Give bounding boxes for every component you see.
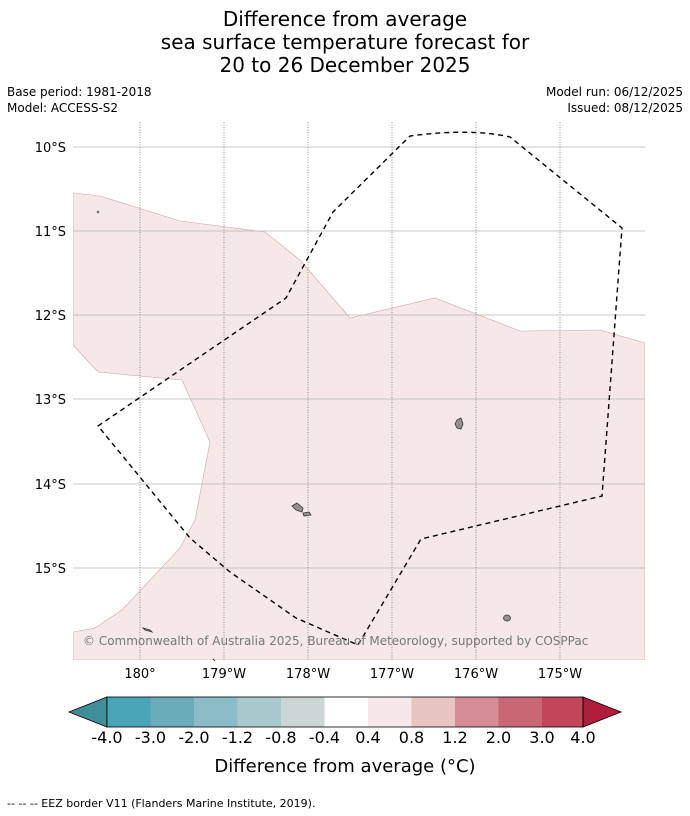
title-line-1: Difference from average (222, 7, 468, 31)
island-shape (503, 614, 511, 622)
colorbar (67, 696, 623, 728)
island-shape (454, 417, 464, 430)
colorbar-tick: -0.8 (265, 728, 296, 747)
colorbar-segment (411, 697, 455, 727)
lat-label: 15°S (35, 562, 66, 577)
colorbar-segment (107, 697, 151, 727)
island-shape (212, 658, 216, 662)
colorbar-tick: 1.2 (442, 728, 467, 747)
colorbar-tick: 3.0 (529, 728, 554, 747)
lat-label: 11°S (35, 225, 66, 240)
eez-border (96, 131, 623, 646)
meta-left: Base period: 1981-2018 Model: ACCESS-S2 (7, 84, 152, 116)
model-run: Model run: 06/12/2025 (545, 85, 683, 99)
colorbar-under-arrow (67, 696, 108, 728)
lat-label: 12°S (35, 309, 66, 324)
lon-label: 178°W (286, 667, 330, 682)
lon-labels: 180° 179°W 178°W 177°W 176°W 175°W (124, 667, 582, 682)
colorbar-segment (498, 697, 542, 727)
islands (96, 210, 511, 662)
colorbar-ticks: -4.0 -3.0 -2.0 -1.2 -0.8 -0.4 0.4 0.8 1.… (91, 728, 595, 747)
colorbar-segment (368, 697, 412, 727)
colorbar-tick: 0.4 (355, 728, 380, 747)
model-name: Model: ACCESS-S2 (7, 101, 119, 115)
lon-label: 176°W (454, 667, 498, 682)
lon-label: 177°W (370, 667, 414, 682)
colorbar-segment (150, 697, 194, 727)
colorbar-tick: 2.0 (486, 728, 511, 747)
anomaly-fill-region (73, 192, 645, 660)
colorbar-tick: -4.0 (91, 728, 122, 747)
island-shape (291, 502, 304, 513)
lat-labels: 10°S 11°S 12°S 13°S 14°S 15°S (35, 141, 66, 577)
title-line-2: sea surface temperature forecast for (160, 30, 530, 54)
gridlines (73, 122, 645, 660)
map-title: Difference from average sea surface temp… (0, 8, 690, 77)
lon-label: 179°W (202, 667, 246, 682)
colorbar-segment (455, 697, 499, 727)
colorbar-over-arrow (582, 696, 623, 728)
colorbar-segment (237, 697, 281, 727)
island-shape (302, 511, 312, 517)
colorbar-tick: -3.0 (135, 728, 166, 747)
colorbar-tick: 4.0 (570, 728, 595, 747)
colorbar-segment (281, 697, 325, 727)
colorbar-tick: -2.0 (178, 728, 209, 747)
colorbar-segment (542, 697, 583, 727)
colorbar-tick: -1.2 (222, 728, 253, 747)
colorbar-tick: 0.8 (399, 728, 424, 747)
copyright-text: © Commonwealth of Australia 2025, Bureau… (83, 634, 588, 648)
colorbar-tick: -0.4 (309, 728, 340, 747)
island-shape (96, 210, 100, 214)
eez-legend-note: -- -- -- EEZ border V11 (Flanders Marine… (7, 797, 316, 810)
lat-label: 10°S (35, 141, 66, 156)
lon-label: 175°W (538, 667, 582, 682)
issued-date: Issued: 08/12/2025 (567, 101, 683, 115)
colorbar-segment (194, 697, 238, 727)
meta-right: Model run: 06/12/2025 Issued: 08/12/2025 (546, 84, 683, 116)
colorbar-title: Difference from average (°C) (214, 756, 475, 777)
base-period: Base period: 1981-2018 (7, 85, 152, 99)
island-shape (141, 627, 154, 633)
lon-label: 180° (124, 667, 155, 682)
colorbar-outline (106, 696, 584, 728)
anomaly-layer (73, 192, 645, 660)
colorbar-segment (324, 697, 368, 727)
lat-label: 14°S (35, 478, 66, 493)
lat-label: 13°S (35, 393, 66, 408)
title-line-3: 20 to 26 December 2025 (219, 53, 471, 77)
